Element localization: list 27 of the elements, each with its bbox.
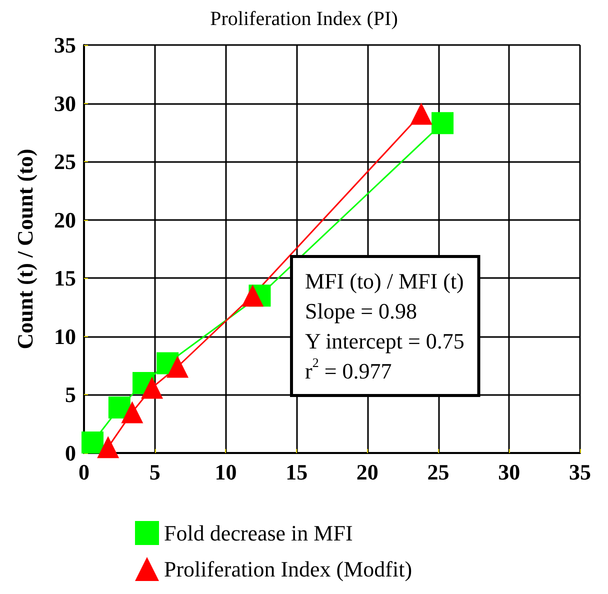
y-tick-label: 0: [65, 440, 76, 466]
point: [166, 356, 189, 378]
point: [82, 432, 104, 454]
y-tick-label: 30: [54, 90, 76, 116]
y-tick-label: 25: [54, 149, 76, 174]
x-tick-label: 5: [149, 460, 160, 484]
y-tick-label: 5: [65, 382, 76, 408]
legend-label: Proliferation Index (Modfit): [164, 556, 412, 582]
y-tick-label: 20: [54, 207, 76, 232]
x-tick-label: 30: [498, 460, 520, 484]
point: [141, 376, 164, 399]
point: [432, 112, 454, 134]
y-tick-label: 35: [54, 32, 76, 58]
y-tick-label: 10: [54, 324, 76, 349]
point: [121, 401, 144, 424]
point: [242, 284, 264, 307]
y-tick-label: 15: [54, 266, 76, 291]
x-tick-label: 10: [214, 460, 237, 484]
legend-label: Fold decrease in MFI: [164, 520, 353, 546]
x-tick-label: 25: [427, 460, 450, 484]
x-tick-label: 15: [286, 460, 308, 484]
point: [97, 436, 120, 458]
y-axis-title: Count (t) / Count (to): [12, 148, 38, 350]
x-tick-label: 20: [356, 460, 378, 484]
x-tick-label: 35: [569, 460, 591, 484]
point: [410, 102, 432, 125]
chart-title: Proliferation Index (PI): [210, 8, 398, 30]
